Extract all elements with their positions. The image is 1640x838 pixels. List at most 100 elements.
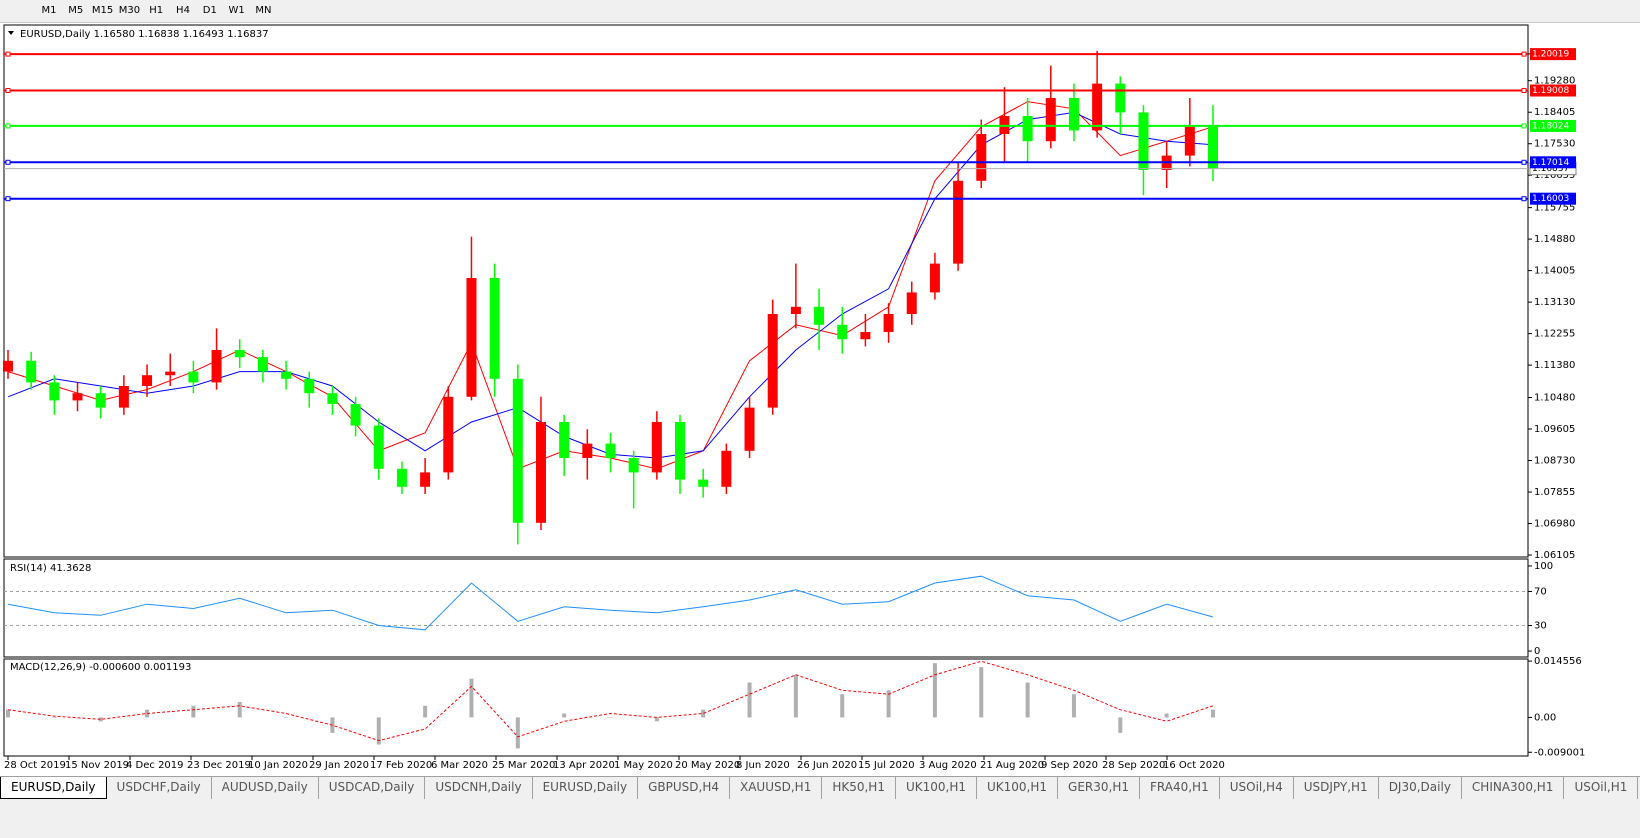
symbol-tab[interactable]: USOil,H1 — [1564, 777, 1639, 799]
symbol-tab[interactable]: EURUSD,Daily — [533, 777, 639, 799]
macd-label: MACD(12,26,9) -0.000600 0.001193 — [10, 662, 191, 673]
y-tick-label: 1.14005 — [1534, 266, 1575, 277]
symbol-tab[interactable]: HK50,H1 — [822, 777, 896, 799]
candle-body — [118, 386, 129, 408]
symbol-tab[interactable]: EURUSD,Daily — [0, 777, 107, 799]
candle-body — [396, 468, 407, 487]
level-handle[interactable] — [1521, 123, 1527, 129]
x-tick-label: 26 Jun 2020 — [797, 760, 857, 771]
symbol-tab[interactable]: USDJPY,H1 — [1294, 777, 1379, 799]
symbol-tab[interactable]: UK100,H1 — [977, 777, 1059, 799]
timeframe-button[interactable]: M5 — [68, 5, 84, 16]
candle-body — [837, 324, 848, 340]
y-tick-label: 1.16655 — [1534, 170, 1575, 181]
y-tick-label: 70 — [1534, 586, 1547, 597]
candle-body — [3, 360, 13, 372]
x-tick-label: 9 Sep 2020 — [1041, 760, 1098, 771]
x-tick-label: 21 Aug 2020 — [980, 760, 1044, 771]
macd-bar — [1164, 713, 1169, 718]
symbol-tab[interactable]: XAUUSD,H1 — [730, 777, 823, 799]
level-label-box — [1530, 48, 1576, 61]
candle-body — [582, 443, 593, 458]
macd-bar — [423, 705, 428, 718]
macd-signal — [7, 660, 1214, 742]
y-tick-label: 100 — [1534, 561, 1553, 572]
current-price-label: 1.16837 — [1532, 164, 1569, 174]
y-tick-label: 1.15755 — [1534, 203, 1575, 214]
symbol-tab[interactable]: UK100,H1 — [896, 777, 977, 799]
timeframe-button[interactable]: D1 — [202, 5, 217, 16]
macd-bar — [191, 705, 196, 718]
level-label-box — [1530, 84, 1576, 97]
x-tick-label: 10 Jan 2020 — [248, 760, 308, 771]
timeframe-button[interactable]: H1 — [149, 5, 164, 16]
level-handle[interactable] — [1521, 159, 1527, 165]
level-handle[interactable] — [1521, 51, 1527, 57]
candle-body — [628, 458, 639, 473]
symbol-tab[interactable]: FRA40,H1 — [1140, 777, 1220, 799]
y-tick-label: -0.009001 — [1534, 747, 1585, 758]
level-label: 1.17014 — [1532, 158, 1569, 168]
symbol-tab[interactable]: USOil,H4 — [1220, 777, 1294, 799]
symbol-tab[interactable]: GER30,H1 — [1058, 777, 1140, 799]
level-handle[interactable] — [5, 159, 11, 165]
candle-body — [95, 393, 106, 408]
x-tick-label: 29 Jan 2020 — [309, 760, 369, 771]
macd-bar — [284, 717, 289, 718]
symbol-tab[interactable]: USDCAD,Daily — [319, 777, 426, 799]
macd-bar — [145, 709, 150, 718]
candle-body — [1138, 112, 1149, 170]
timeframe-button[interactable]: M30 — [118, 5, 141, 16]
symbol-tab[interactable]: AUDUSD,Daily — [212, 777, 319, 799]
symbol-tab[interactable]: USDCNH,Daily — [425, 777, 533, 799]
y-tick-label: 1.18405 — [1534, 107, 1575, 118]
candle-body — [929, 263, 940, 293]
candle-body — [350, 404, 361, 426]
candle-body — [327, 393, 338, 404]
macd-bar — [886, 690, 891, 718]
macd-bar — [98, 717, 103, 722]
rsi-line — [7, 575, 1214, 631]
y-tick-label: 1.10480 — [1534, 393, 1575, 404]
candle-body — [165, 371, 176, 376]
timeframe-button[interactable]: M1 — [41, 5, 57, 16]
x-tick-label: 28 Oct 2019 — [4, 760, 66, 771]
level-handle[interactable] — [5, 196, 11, 202]
level-handle[interactable] — [1521, 88, 1527, 94]
macd-bar — [237, 701, 242, 718]
candle-body — [559, 422, 570, 458]
rsi-label: RSI(14) 41.3628 — [10, 563, 91, 574]
y-tick-label: 1.11380 — [1534, 360, 1575, 371]
y-tick-label: 1.07855 — [1534, 487, 1575, 498]
candle-body — [1208, 126, 1218, 169]
symbol-tab[interactable]: GBPUSD,H4 — [638, 777, 730, 799]
symbol-tab[interactable]: USDCHF,Daily — [107, 777, 212, 799]
y-tick-label: 0 — [1534, 646, 1540, 657]
candle-body — [675, 422, 686, 480]
level-handle[interactable] — [1521, 196, 1527, 202]
symbol-tab[interactable]: CHINA300,H1 — [1462, 777, 1565, 799]
symbol-tab[interactable]: DJ30,Daily — [1379, 777, 1462, 799]
level-handle[interactable] — [5, 51, 11, 57]
candle-body — [72, 393, 83, 401]
x-tick-label: 4 Dec 2019 — [126, 760, 184, 771]
macd-bar — [654, 717, 659, 722]
candle-body — [953, 180, 964, 264]
timeframe-button[interactable]: M15 — [91, 5, 114, 16]
x-tick-label: 15 Nov 2019 — [65, 760, 129, 771]
tab-bar: EURUSD,Daily USDCHF,Daily AUDUSD,Daily USDC… — [0, 776, 1640, 799]
x-tick-label: 23 Dec 2019 — [187, 760, 251, 771]
level-handle[interactable] — [5, 123, 11, 129]
timeframe-button[interactable]: H4 — [176, 5, 190, 16]
candle-body — [883, 314, 894, 332]
level-handle[interactable] — [5, 88, 11, 94]
timeframe-button[interactable]: MN — [255, 5, 272, 16]
macd-bar — [701, 709, 706, 718]
x-tick-label: 20 May 2020 — [675, 760, 740, 771]
candle-body — [49, 382, 60, 401]
candle-body — [257, 357, 268, 372]
macd-bar — [608, 717, 613, 718]
macd-bar — [515, 717, 520, 749]
timeframe-button[interactable]: W1 — [228, 5, 245, 16]
